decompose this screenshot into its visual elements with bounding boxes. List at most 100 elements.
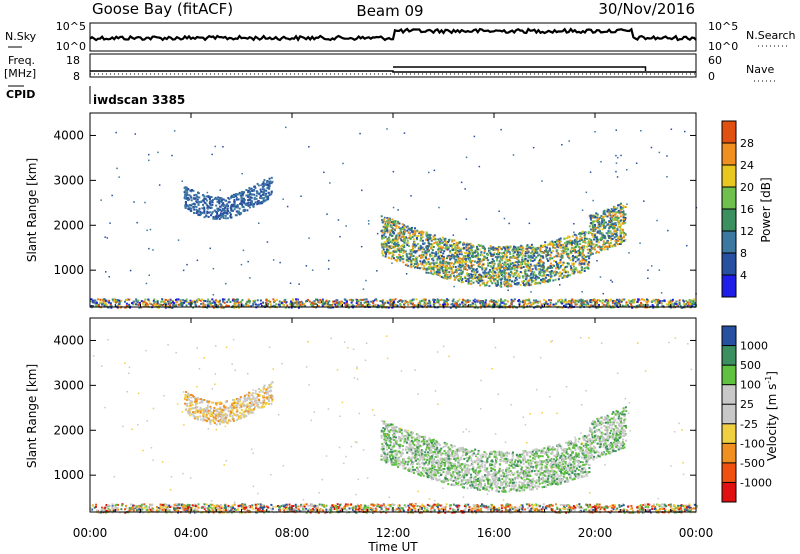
echo-cell (417, 302, 420, 305)
echo-cell (193, 194, 196, 197)
echo-cell (580, 302, 583, 305)
echo-cell (532, 276, 534, 279)
echo-cell (472, 277, 475, 280)
echo-cell (249, 203, 252, 206)
echo-cell (566, 243, 569, 245)
echo-cell (241, 413, 243, 416)
echo-cell (437, 239, 440, 242)
echo-cell (590, 251, 593, 254)
echo-cell (542, 277, 545, 280)
echo-cell (570, 241, 573, 244)
echo-cell (621, 222, 624, 225)
echo-cell (361, 189, 363, 192)
echo-cell (433, 264, 436, 267)
echo-cell (532, 299, 535, 302)
echo-cell (497, 283, 500, 286)
echo-cell (529, 263, 532, 266)
echo-cell (591, 224, 594, 227)
echo-cell (502, 275, 505, 278)
freq-label: Freq. (8, 54, 35, 67)
echo-cell (220, 197, 222, 200)
echo-cell (273, 305, 276, 308)
echo-cell (441, 270, 444, 273)
echo-cell (691, 302, 694, 305)
echo-cell (675, 300, 678, 303)
echo-cell (616, 298, 618, 301)
echo-cell (236, 403, 239, 406)
echo-cell (523, 300, 525, 302)
echo-cell (384, 255, 387, 258)
echo-cell (404, 239, 406, 242)
echo-cell (493, 270, 496, 273)
echo-cell (594, 248, 596, 251)
echo-cell (266, 180, 269, 183)
echo-cell (601, 217, 603, 220)
echo-cell (506, 250, 509, 253)
echo-cell (533, 264, 536, 267)
echo-cell (464, 188, 466, 190)
echo-cell (594, 300, 597, 303)
echo-cell (490, 299, 493, 302)
echo-cell (524, 284, 527, 287)
echo-cell (443, 250, 446, 253)
echo-cell (412, 255, 415, 258)
echo-cell (472, 302, 474, 305)
echo-cell (622, 204, 625, 207)
echo-cell (386, 248, 389, 251)
echo-cell (218, 218, 221, 220)
echo-cell (404, 250, 407, 253)
echo-cell (533, 254, 536, 257)
echo-cell (203, 197, 206, 200)
echo-cell (143, 301, 146, 304)
echo-cell (240, 408, 243, 411)
echo-cell (538, 270, 541, 273)
echo-cell (453, 274, 455, 277)
echo-cell (409, 302, 412, 305)
echo-cell (537, 277, 540, 280)
echo-cell (187, 392, 190, 395)
echo-cell (615, 233, 618, 236)
echo-cell (448, 238, 451, 241)
echo-cell (454, 276, 457, 279)
echo-cell (236, 304, 239, 307)
echo-cell (184, 193, 187, 196)
echo-cell (582, 248, 585, 251)
echo-cell (120, 299, 123, 302)
echo-cell (265, 303, 268, 306)
echo-cell (478, 248, 481, 251)
echo-cell (156, 305, 159, 308)
echo-cell (521, 258, 524, 261)
echo-cell (188, 194, 191, 197)
echo-cell (199, 210, 202, 213)
echo-cell (507, 246, 510, 249)
echo-cell (260, 184, 262, 186)
echo-cell (203, 411, 206, 414)
echo-cell (455, 258, 458, 261)
echo-cell (468, 267, 471, 270)
echo-cell (472, 267, 475, 270)
echo-cell (565, 237, 568, 240)
echo-cell (148, 299, 151, 302)
echo-cell (624, 206, 627, 208)
echo-cell (421, 246, 424, 249)
echo-cell (565, 250, 568, 253)
echo-cell (591, 252, 594, 255)
echo-cell (185, 398, 188, 401)
echo-cell (205, 203, 208, 206)
echo-cell (444, 303, 446, 306)
echo-cell (262, 183, 265, 186)
echo-cell (113, 299, 116, 302)
echo-cell (605, 232, 608, 235)
echo-cell (453, 302, 456, 305)
echo-cell (410, 195, 412, 197)
echo-cell (177, 303, 180, 306)
echo-cell (568, 306, 571, 309)
echo-cell (439, 237, 442, 240)
echo-cell (299, 303, 302, 306)
echo-cell (134, 133, 136, 135)
echo-cell (490, 275, 493, 278)
echo-cell (218, 300, 221, 303)
echo-cell (567, 303, 570, 305)
echo-cell (279, 261, 281, 264)
echo-cell (388, 217, 391, 220)
